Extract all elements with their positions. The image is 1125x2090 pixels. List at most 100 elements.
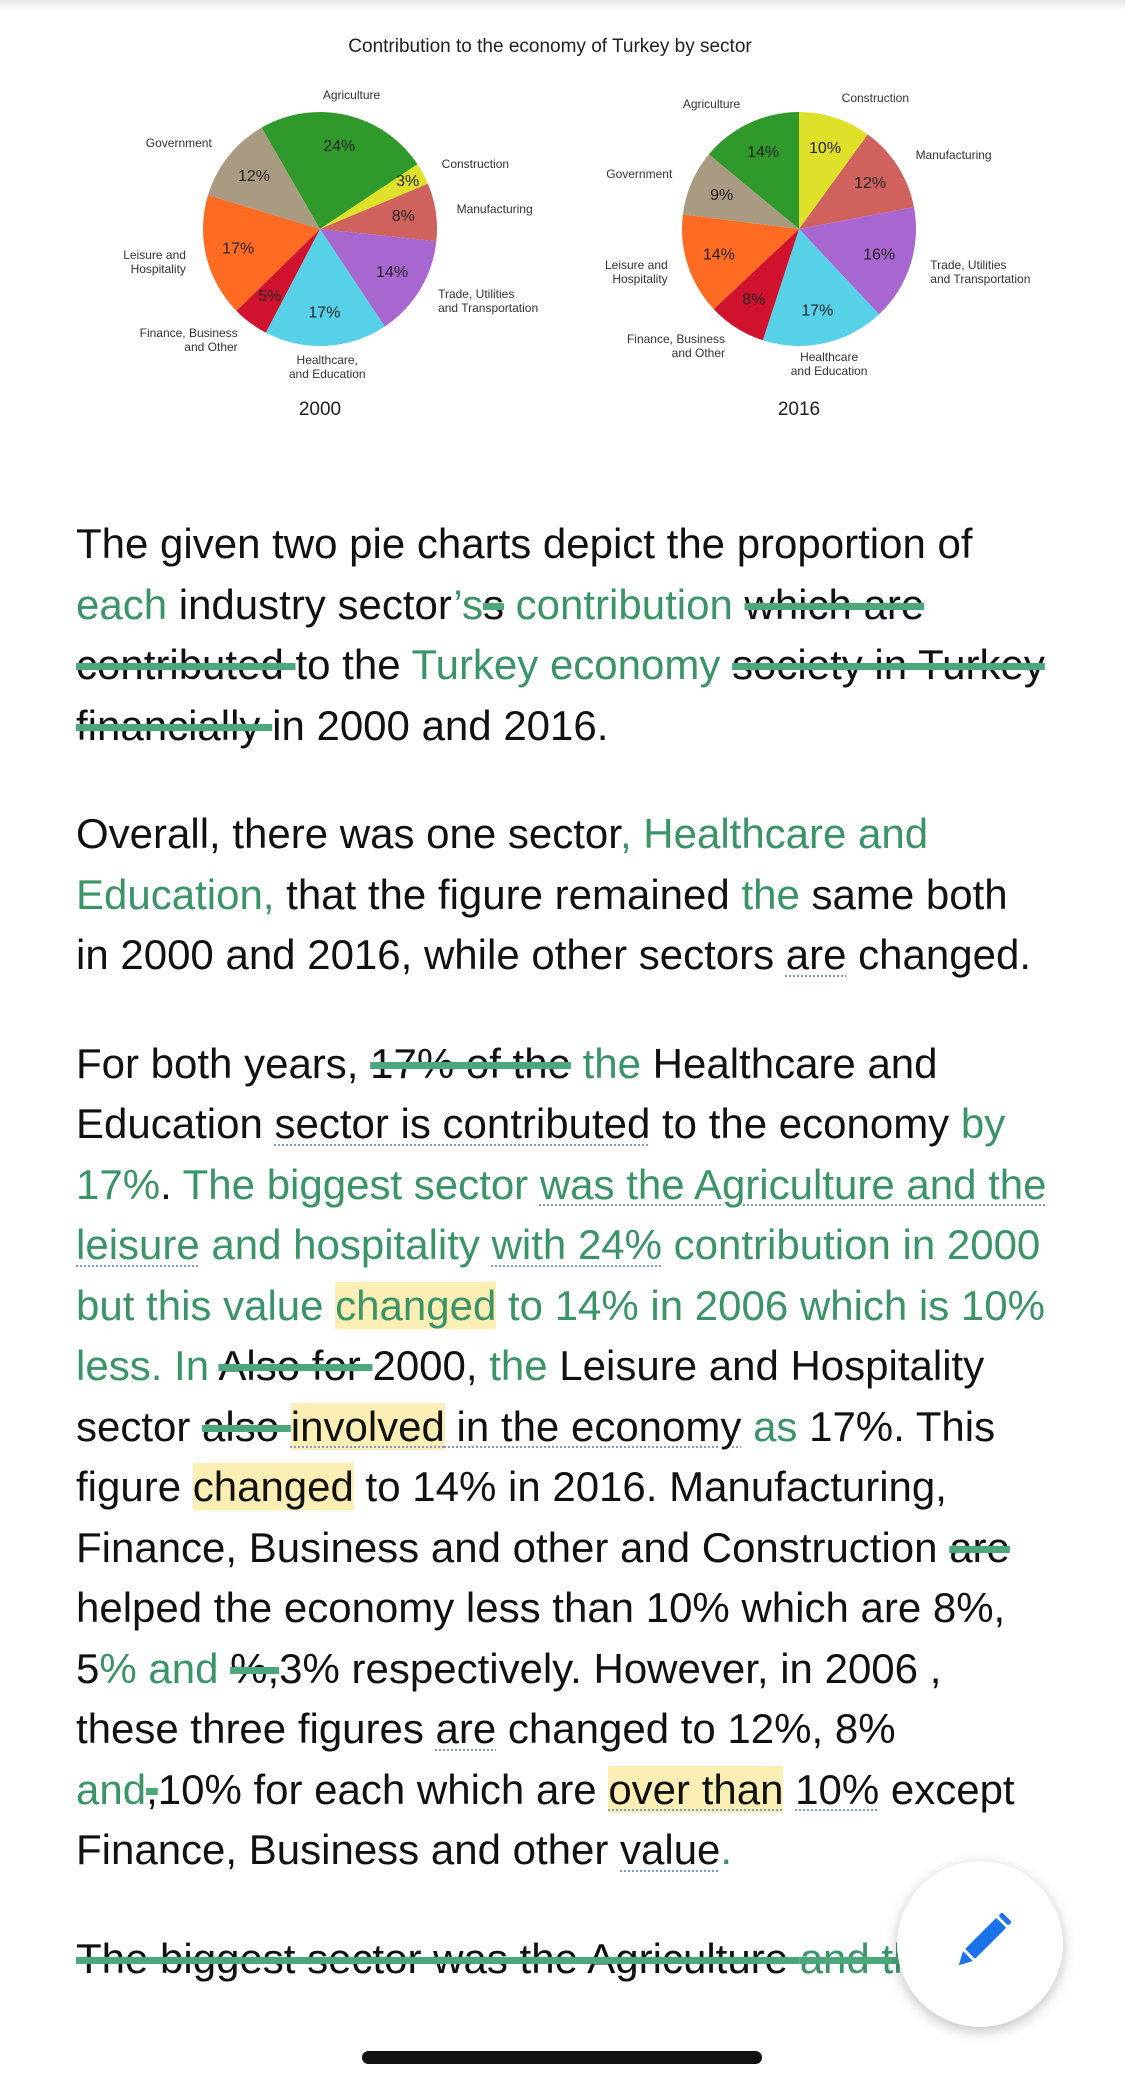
text-segment: and hospitality (199, 1221, 492, 1268)
text-segment: changed (192, 1463, 354, 1510)
value-label: 17% (801, 302, 833, 319)
text-segment: changed. (846, 931, 1031, 978)
chart-image: Contribution to the economy of Turkey by… (0, 0, 1125, 450)
text-segment: The biggest sector was the Agriculture (76, 1934, 800, 1982)
text-segment: to the economy (650, 1100, 961, 1147)
value-label: 3% (396, 173, 419, 190)
text-segment: sector is contributed (274, 1100, 651, 1147)
pie-slice (799, 112, 868, 229)
text-segment: The given two pie charts depict the prop… (76, 520, 973, 567)
text-segment: 17% of the (370, 1039, 571, 1087)
text-segment (504, 581, 516, 628)
value-label: 12% (854, 175, 886, 192)
text-segment: industry sector (167, 580, 454, 628)
text-segment: the (489, 1342, 548, 1389)
text-segment: changed to 12%, 8% (496, 1705, 896, 1752)
text-segment: helped the economy less than 10% which a… (76, 1584, 1006, 1692)
text-segment: over than (608, 1765, 784, 1813)
year-label: 2016 (778, 399, 820, 420)
pie-slice (203, 195, 320, 311)
value-label: 9% (710, 187, 733, 204)
text-segment: changed (335, 1281, 497, 1329)
value-label: 8% (742, 291, 765, 308)
category-label: Leisure and Hospitality (123, 247, 186, 276)
category-label: Government (145, 136, 212, 151)
text-segment: by 17% (76, 1100, 1006, 1208)
paragraph: Overall, there was one sector, Healthcar… (76, 804, 1051, 986)
pie-slice (265, 229, 385, 346)
edit-icon (958, 1913, 1011, 1966)
text-segment (218, 1645, 230, 1692)
text-segment: the (741, 870, 800, 918)
pie-slice (713, 229, 799, 341)
text-segment: as (753, 1402, 798, 1450)
text-segment: society in Turkey financially (76, 641, 1045, 749)
text-segment: Leisure and Hospitality sector (76, 1342, 985, 1450)
category-label: Construction (441, 156, 510, 171)
text-segment: are (949, 1523, 1010, 1571)
pie-slice (682, 154, 799, 229)
text-segment: Overall, there was one sector (76, 810, 620, 857)
category-label: Manufacturing (915, 148, 992, 163)
text-segment: was the Agriculture and the leisure (76, 1160, 1047, 1269)
text-segment: except Finance, Business and other (76, 1765, 1015, 1874)
text-segment: that the figure remained (274, 870, 742, 918)
pie-slice (320, 183, 438, 242)
value-label: 8% (392, 208, 415, 225)
chart-title: Contribution to the economy of Turkey by… (348, 36, 752, 57)
text-segment: 10% (795, 1765, 880, 1813)
text-segment: 2000, (372, 1342, 490, 1389)
value-label: 24% (323, 138, 355, 155)
text-segment: which are contributed (76, 580, 925, 689)
pie-slice (320, 164, 428, 229)
pie-slice (682, 214, 799, 310)
value-label: 17% (222, 240, 254, 257)
text-segment: same both in 2000 and 2016, while other … (76, 870, 1008, 979)
pie-slice (320, 229, 437, 327)
text-segment: . (720, 1826, 733, 1873)
text-segment: are (785, 931, 847, 978)
text-segment: , Healthcare and Education, (76, 810, 929, 918)
category-label: Finance, Business and Other (139, 325, 238, 354)
value-label: 12% (238, 168, 270, 185)
text-segment: also (202, 1402, 291, 1450)
text-segment: value (620, 1826, 721, 1873)
text-segment: 17%. This figure (76, 1402, 996, 1511)
text-segment: ’s (453, 580, 483, 628)
category-label: Healthcare, and Education (288, 352, 366, 381)
value-label: 17% (308, 304, 340, 321)
category-label: Construction (841, 90, 910, 105)
text-segment: s (483, 580, 504, 628)
paragraph: The given two pie charts depict the prop… (76, 514, 1051, 756)
text-segment: Turkey economy (411, 641, 721, 688)
text-segment: and (76, 1765, 147, 1813)
paragraph: For both years, 17% of the the Healthcar… (76, 1034, 1051, 1881)
text-segment: each (76, 580, 168, 628)
text-segment: involved (290, 1402, 445, 1450)
category-label: Agriculture (322, 87, 381, 102)
category-label: Agriculture (682, 97, 741, 112)
pie-charts: Contribution to the economy of Turkey by… (203, 36, 916, 420)
text-segment: in the economy (444, 1402, 742, 1450)
text-segment: to 14% in 2016. Manufacturing, Finance, … (76, 1463, 950, 1571)
home-indicator (362, 2051, 762, 2064)
text-segment (571, 1040, 583, 1087)
text-segment: to the (295, 641, 412, 688)
value-label: 16% (863, 246, 895, 263)
category-label: Government (606, 167, 673, 182)
text-segment: 3% respectively. However, in 2006 , thes… (76, 1644, 942, 1753)
value-label: 14% (376, 264, 408, 281)
text-segment: . (160, 1160, 183, 1208)
text-segment: , (146, 1765, 158, 1813)
pie-slice (762, 229, 880, 346)
pie-slice (261, 112, 418, 229)
edit-button[interactable] (897, 1861, 1063, 2027)
text-segment: % and (99, 1644, 219, 1692)
text-segment: Also for (218, 1342, 373, 1389)
text-segment: Healthcare and Education (76, 1039, 938, 1148)
top-shade (0, 0, 1125, 10)
paragraph: The biggest sector was the Agriculture a… (76, 1929, 1051, 1990)
value-label: 14% (703, 246, 735, 263)
text-segment: contribution in 2000 but this value (76, 1221, 1041, 1329)
